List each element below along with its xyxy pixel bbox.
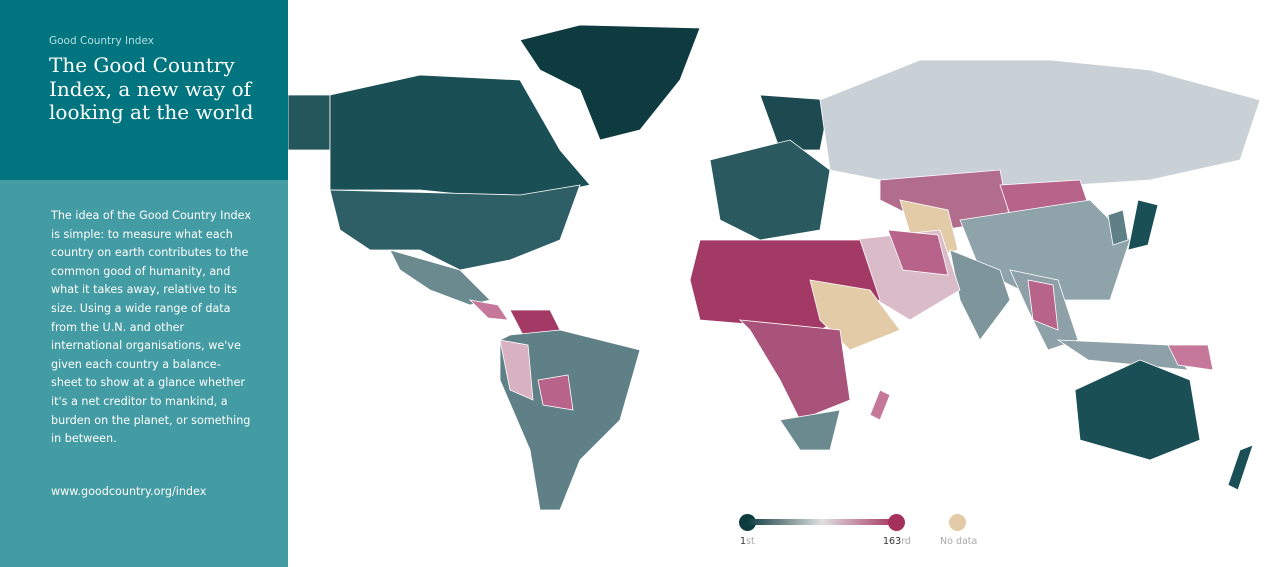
russia[interactable] [819, 59, 1261, 191]
mexico[interactable] [389, 249, 491, 306]
peru[interactable] [499, 339, 534, 401]
papua[interactable] [1167, 344, 1214, 371]
central-america[interactable] [468, 299, 509, 321]
legend-worst-dot [888, 514, 905, 531]
southern-africa[interactable] [779, 409, 841, 451]
legend: 1st 163rd No data [730, 510, 1010, 560]
japan[interactable] [1127, 199, 1159, 251]
index-link[interactable]: www.goodcountry.org/index [51, 485, 207, 498]
eyebrow: Good Country Index [49, 35, 154, 47]
greenland[interactable] [519, 24, 701, 141]
usa[interactable] [329, 184, 581, 271]
legend-no-data-dot [949, 514, 966, 531]
iran[interactable] [887, 229, 949, 276]
description: The idea of the Good Country Index is si… [51, 209, 251, 446]
indochina[interactable] [1027, 279, 1059, 331]
south-america[interactable] [499, 329, 641, 511]
canada[interactable] [329, 74, 591, 201]
legend-no-data-label: No data [940, 536, 978, 547]
bolivia[interactable] [537, 374, 574, 411]
page-title: The Good Country Index, a new way of loo… [49, 53, 254, 124]
madagascar[interactable] [869, 389, 891, 421]
india[interactable] [949, 249, 1011, 341]
australia[interactable] [1074, 359, 1201, 461]
header-panel: Good Country Index The Good Country Inde… [0, 0, 288, 180]
korea[interactable] [1107, 209, 1129, 246]
legend-gradient-bar [747, 519, 897, 525]
new-zealand[interactable] [1227, 444, 1254, 491]
world-map[interactable] [288, 0, 1280, 567]
central-africa[interactable] [738, 319, 851, 421]
europe[interactable] [709, 139, 831, 241]
alaska[interactable] [288, 94, 331, 151]
scandinavia[interactable] [759, 94, 831, 151]
legend-min-label: 1st [740, 536, 755, 547]
legend-max-label: 163rd [883, 536, 911, 547]
indonesia[interactable] [1056, 339, 1189, 371]
description-panel: The idea of the Good Country Index is si… [0, 180, 288, 567]
